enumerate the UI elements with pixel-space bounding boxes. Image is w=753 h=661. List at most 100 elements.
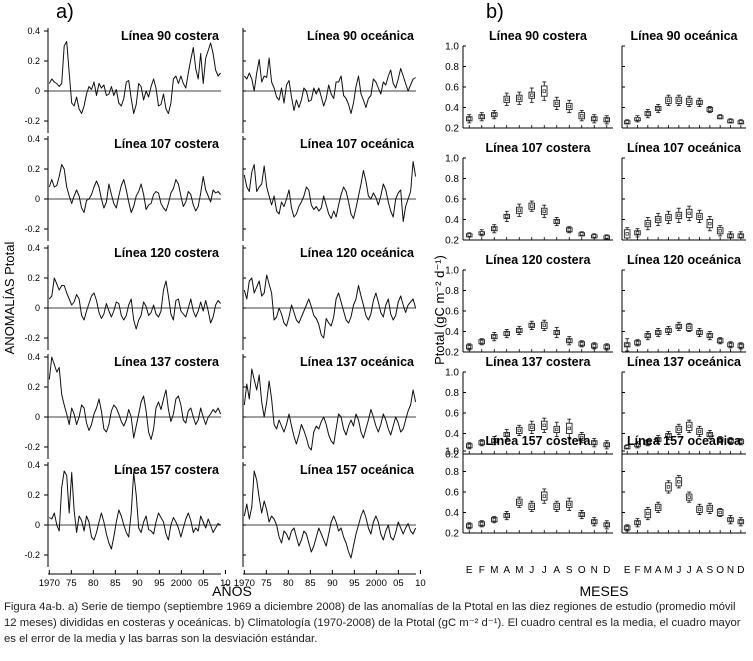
mean-box [592,234,596,238]
y-tick-label: 0.2 [27,164,40,174]
mean-box [646,333,650,338]
x-tick-label: 80 [283,578,294,589]
y-tick-label: 0.2 [27,490,40,500]
mean-box [739,120,743,124]
y-tick-label: 0.8 [445,286,459,297]
mean-box [505,432,509,437]
y-tick-label: 0.4 [445,508,459,519]
y-tick-label: -0.2 [24,550,40,560]
y-tick-label: 0.6 [445,83,459,94]
y-tick-label: 0.4 [27,352,40,362]
mean-box [580,435,584,440]
mean-box [739,344,743,348]
y-tick-label: 0.2 [27,382,40,392]
x-tick-label: 85 [305,578,316,589]
month-label: D [603,565,610,576]
mean-box [656,505,660,510]
mean-box [666,328,671,333]
climatology-subplot: Línea 157 oceánica [621,434,746,534]
mean-box [718,510,722,515]
mean-box [677,98,681,102]
mean-box [492,113,496,117]
anomaly-series-line [48,164,221,213]
mean-box [625,120,629,124]
y-tick-label: 0.6 [445,195,459,206]
climatology-subplot: 1.0 0.8 0.6 0.4 0.2 Línea 90 costera [445,29,613,135]
y-tick-label: 0 [35,412,40,422]
mean-box [555,504,559,508]
mean-box [708,221,712,226]
anomaly-subplot: 0.4 0.2 0 -0.2 Línea 137 costera [24,352,222,459]
mean-box [728,119,733,123]
subplot-title: Línea 107 costera [486,141,592,155]
figure-4a-b: a) ANOMALÍAS Ptotal AÑOS 0.4 0.2 0 -0.2 Línea 9… [2,1,746,596]
mean-box [677,213,681,218]
month-label: N [591,565,598,576]
mean-box [542,323,546,327]
y-tick-label: 0.4 [445,327,459,338]
mean-box [580,232,584,236]
panel-b-x-label: MESES [579,583,628,596]
month-label: A [696,565,703,576]
mean-box [739,440,743,444]
y-tick-label: 0.8 [445,467,459,478]
mean-box [635,231,640,235]
climatology-subplot: Línea 120 oceánica [621,253,746,353]
month-label: A [503,565,510,576]
x-tick-label: 95 [154,578,165,589]
panel-a-time-series: a) ANOMALÍAS Ptotal AÑOS 0.4 0.2 0 -0.2 Línea 9… [2,1,426,596]
mean-box [687,211,691,216]
mean-box [567,228,571,232]
mean-box [580,342,584,346]
mean-box [635,443,640,447]
mean-box [718,339,722,343]
mean-box [467,233,471,237]
y-tick-label: -0.2 [24,333,40,343]
y-tick-label: -0.2 [24,442,40,452]
climatology-subplot: 1.0 0.8 0.6 0.4 0.2 Línea 157 costera [445,434,613,540]
climatology-subplot: 1.0 0.8 0.6 0.4 0.2 Línea 107 costera [445,141,613,247]
month-label: D [737,565,744,576]
y-tick-label: 0 [35,194,40,204]
mean-box [646,111,650,116]
mean-box [605,443,609,447]
subplot-title: Línea 90 oceánica [307,29,415,43]
panel-a-y-label: ANOMALÍAS Ptotal [2,242,17,355]
y-tick-label: 0.2 [445,529,459,540]
caption-line-1: Figura 4a-b. a) Serie de tiempo (septiem… [4,601,736,613]
anomaly-subplot: Línea 90 oceánica [242,28,416,133]
anomaly-subplot: 0.4 0.2 0 -0.2 Línea 120 costera [24,243,221,350]
mean-box [656,330,660,335]
mean-box [505,97,509,101]
x-tick-label: 05 [393,578,404,589]
month-label: M [490,565,498,576]
climatology-subplot: Línea 90 oceánica [621,29,746,129]
mean-box [646,221,650,226]
mean-box [492,439,496,443]
mean-box [635,341,640,345]
mean-box [592,344,596,348]
mean-box [555,101,559,106]
mean-box [542,89,546,93]
anomaly-series-line [48,41,221,114]
mean-box [687,325,691,330]
mean-box [646,511,650,516]
anomaly-series-line [243,161,417,222]
mean-box [666,433,671,438]
mean-box [666,98,671,102]
mean-box [625,445,629,449]
mean-box [567,426,571,431]
y-tick-label: 1.0 [445,368,459,379]
mean-box [567,339,571,343]
mean-box [530,204,534,208]
mean-box [625,232,629,236]
mean-box [480,115,484,119]
month-label: M [664,565,672,576]
mean-box [505,513,509,518]
mean-box [605,345,609,349]
mean-box [480,441,484,445]
x-tick-label: 90 [327,578,338,589]
x-tick-label: 75 [66,578,77,589]
subplot-title: Línea 157 oceánica [300,463,415,477]
y-tick-label: 0.4 [27,460,40,470]
